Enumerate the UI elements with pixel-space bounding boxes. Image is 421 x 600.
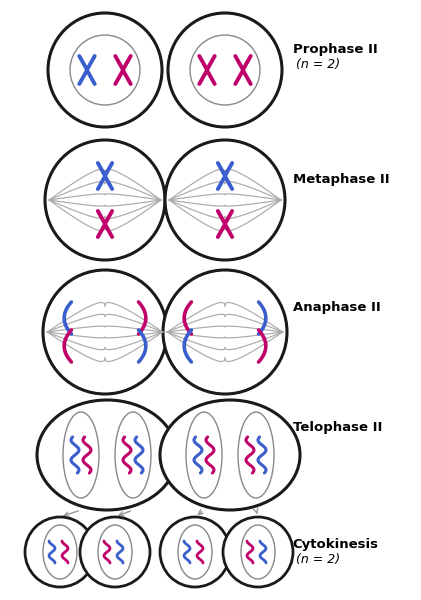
Ellipse shape	[48, 13, 162, 127]
Ellipse shape	[63, 412, 99, 498]
Ellipse shape	[45, 140, 165, 260]
Ellipse shape	[160, 400, 300, 510]
Ellipse shape	[70, 35, 140, 105]
Text: Cytokinesis: Cytokinesis	[293, 538, 378, 551]
Ellipse shape	[160, 517, 230, 587]
Ellipse shape	[98, 525, 132, 579]
Ellipse shape	[163, 270, 287, 394]
Ellipse shape	[165, 140, 285, 260]
Ellipse shape	[190, 35, 260, 105]
Ellipse shape	[43, 525, 77, 579]
Ellipse shape	[25, 517, 95, 587]
Text: Metaphase II: Metaphase II	[293, 173, 389, 187]
Ellipse shape	[37, 400, 177, 510]
Ellipse shape	[238, 412, 274, 498]
Text: Telophase II: Telophase II	[293, 421, 382, 434]
Ellipse shape	[115, 412, 151, 498]
Ellipse shape	[178, 525, 212, 579]
Text: (n = 2): (n = 2)	[296, 58, 340, 71]
Text: (n = 2): (n = 2)	[296, 553, 340, 566]
Text: Prophase II: Prophase II	[293, 43, 377, 56]
Ellipse shape	[223, 517, 293, 587]
Ellipse shape	[80, 517, 150, 587]
Ellipse shape	[241, 525, 275, 579]
Ellipse shape	[168, 13, 282, 127]
Ellipse shape	[186, 412, 222, 498]
Ellipse shape	[43, 270, 167, 394]
Text: Anaphase II: Anaphase II	[293, 301, 380, 314]
